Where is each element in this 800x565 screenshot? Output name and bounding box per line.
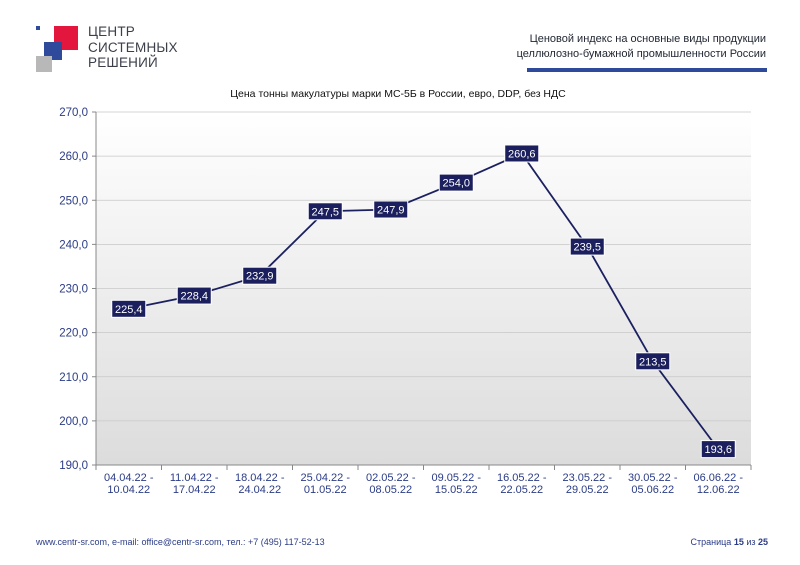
logo-line-3: РЕШЕНИЙ	[88, 55, 158, 70]
price-line-chart: Цена тонны макулатуры марки МС-5Б в Росс…	[59, 88, 752, 496]
y-tick-label: 230,0	[59, 284, 88, 296]
y-tick-label: 190,0	[59, 460, 88, 472]
data-label: 247,5	[311, 206, 339, 218]
x-tick-label: 30.05.22 -05.06.22	[628, 472, 678, 496]
x-tick-label: 04.04.22 -10.04.22	[104, 472, 154, 496]
footer-contacts: www.centr-sr.com, e-mail: office@centr-s…	[36, 537, 325, 547]
data-label-box	[111, 299, 147, 318]
company-logo	[36, 26, 78, 72]
x-tick-label: 11.04.22 -17.04.22	[170, 472, 219, 496]
data-label: 193,6	[704, 444, 732, 456]
x-tick-label: 16.05.22 -22.05.22	[497, 472, 547, 496]
data-label-box	[176, 286, 212, 305]
logo-blue-square	[44, 42, 62, 60]
logo-text: ЦЕНТР СИСТЕМНЫХ РЕШЕНИЙ	[88, 24, 178, 71]
header-title-line-2: целлюлозно-бумажной промышленности Росси…	[516, 48, 766, 60]
y-tick-label: 220,0	[59, 328, 88, 340]
x-tick-label: 23.05.22 -29.05.22	[562, 472, 612, 496]
header-accent-bar	[527, 68, 767, 72]
y-tick-label: 200,0	[59, 416, 88, 428]
data-label-box	[504, 144, 540, 163]
logo-gray-square	[36, 56, 52, 72]
page-current: 15	[733, 537, 744, 547]
data-label: 239,5	[573, 242, 601, 254]
page-total: 25	[757, 537, 768, 547]
data-label: 225,4	[115, 304, 143, 316]
data-label-box	[307, 202, 343, 221]
page-of: из	[743, 537, 758, 547]
x-tick-label: 02.05.22 -08.05.22	[366, 472, 416, 496]
x-tick-label: 06.06.22 -12.06.22	[693, 472, 743, 496]
data-label-box	[242, 266, 278, 285]
x-axis: 04.04.22 -10.04.22 11.04.22 -17.04.22 18.0…	[95, 464, 752, 496]
data-label: 228,4	[180, 291, 208, 303]
logo-line-2: СИСТЕМНЫХ	[88, 39, 178, 55]
y-tick-label: 260,0	[59, 151, 88, 163]
data-label-box	[700, 440, 736, 459]
y-tick-label: 270,0	[59, 107, 88, 119]
chart-title: Цена тонны макулатуры марки МС-5Б в Росс…	[230, 88, 566, 100]
series-line	[128, 152, 719, 450]
data-label-box	[635, 352, 671, 371]
y-tick-label: 250,0	[59, 195, 88, 207]
x-tick-label: 09.05.22 -15.05.22	[431, 472, 481, 496]
y-tick-label: 240,0	[59, 239, 88, 251]
data-label-box	[373, 200, 409, 219]
data-label-box	[569, 237, 605, 256]
header-title-line-1: Ценовой индекс на основные виды продукци…	[529, 33, 766, 45]
data-label: 213,5	[639, 356, 667, 368]
x-tick-label: 18.04.22 -24.04.22	[235, 472, 285, 496]
x-tick-label: 25.04.22 -01.05.22	[300, 472, 350, 496]
y-tick-label: 210,0	[59, 372, 88, 384]
page-prefix: Страница	[690, 537, 734, 547]
data-label-box	[438, 173, 474, 192]
logo-line-1: ЦЕНТР	[88, 24, 135, 39]
data-label: 254,0	[442, 178, 470, 190]
footer-page-number: Страница 15 из 25	[691, 537, 768, 547]
data-label: 232,9	[246, 271, 274, 283]
y-axis: 190,0 200,0 210,0 220,0 230,0 240,0 250,0 260,0…	[59, 107, 97, 472]
data-labels: 225,4 228,4 232,9 247,5 247,9 254,0 260,6 239,5…	[111, 144, 736, 459]
header-title: Ценовой индекс на основные виды продукци…	[506, 32, 766, 62]
logo-small-square	[36, 26, 40, 30]
data-label: 247,9	[377, 205, 405, 217]
data-label: 260,6	[508, 148, 536, 160]
